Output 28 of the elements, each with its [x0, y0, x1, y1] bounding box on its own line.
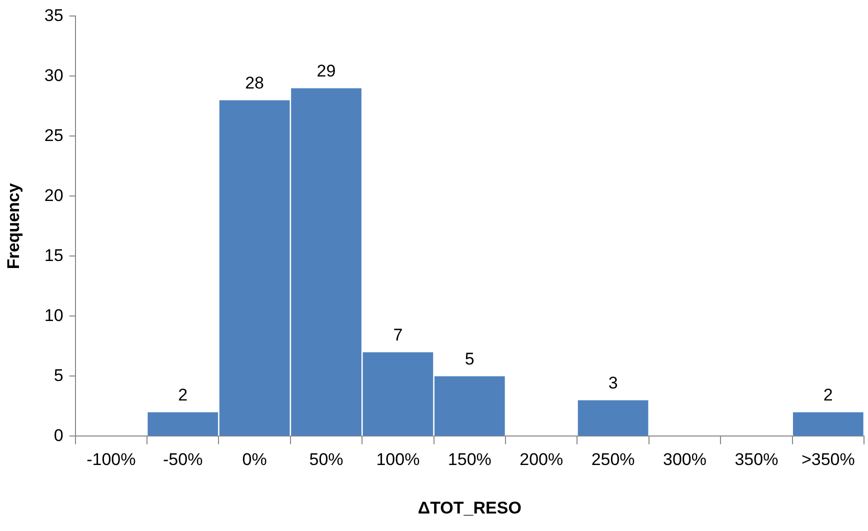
data-label: 3 — [608, 373, 618, 392]
y-axis-title: Frequency — [4, 182, 23, 270]
data-label: 29 — [316, 61, 336, 80]
y-tick-label: 5 — [54, 366, 64, 385]
x-tick-label: 250% — [591, 450, 635, 470]
x-tick-label: -100% — [86, 450, 136, 470]
y-tick-label: 25 — [44, 126, 64, 145]
y-tick-label: 10 — [44, 306, 64, 325]
data-label: 5 — [464, 349, 474, 368]
x-tick-label: 100% — [376, 450, 420, 470]
x-tick-label: 150% — [448, 450, 492, 470]
x-tick-label: 200% — [520, 450, 564, 470]
x-tick-label: 50% — [309, 450, 344, 470]
y-tick-label: 35 — [44, 6, 64, 25]
data-label: 2 — [178, 385, 188, 404]
x-tick-label: 300% — [663, 450, 706, 470]
data-label: 28 — [245, 73, 264, 92]
x-tick-label: 0% — [242, 450, 267, 470]
x-tick-label: -50% — [163, 450, 203, 470]
data-label: 2 — [823, 385, 833, 404]
x-axis-title: ΔTOT_RESO — [418, 498, 522, 518]
y-tick-label: 15 — [44, 246, 64, 265]
x-tick-label: >350% — [801, 450, 855, 470]
y-tick-label: 20 — [44, 186, 64, 205]
y-tick-label: 0 — [54, 426, 64, 445]
y-tick-label: 30 — [44, 66, 64, 85]
data-label: 7 — [393, 325, 403, 344]
x-tick-label: 350% — [734, 450, 778, 470]
